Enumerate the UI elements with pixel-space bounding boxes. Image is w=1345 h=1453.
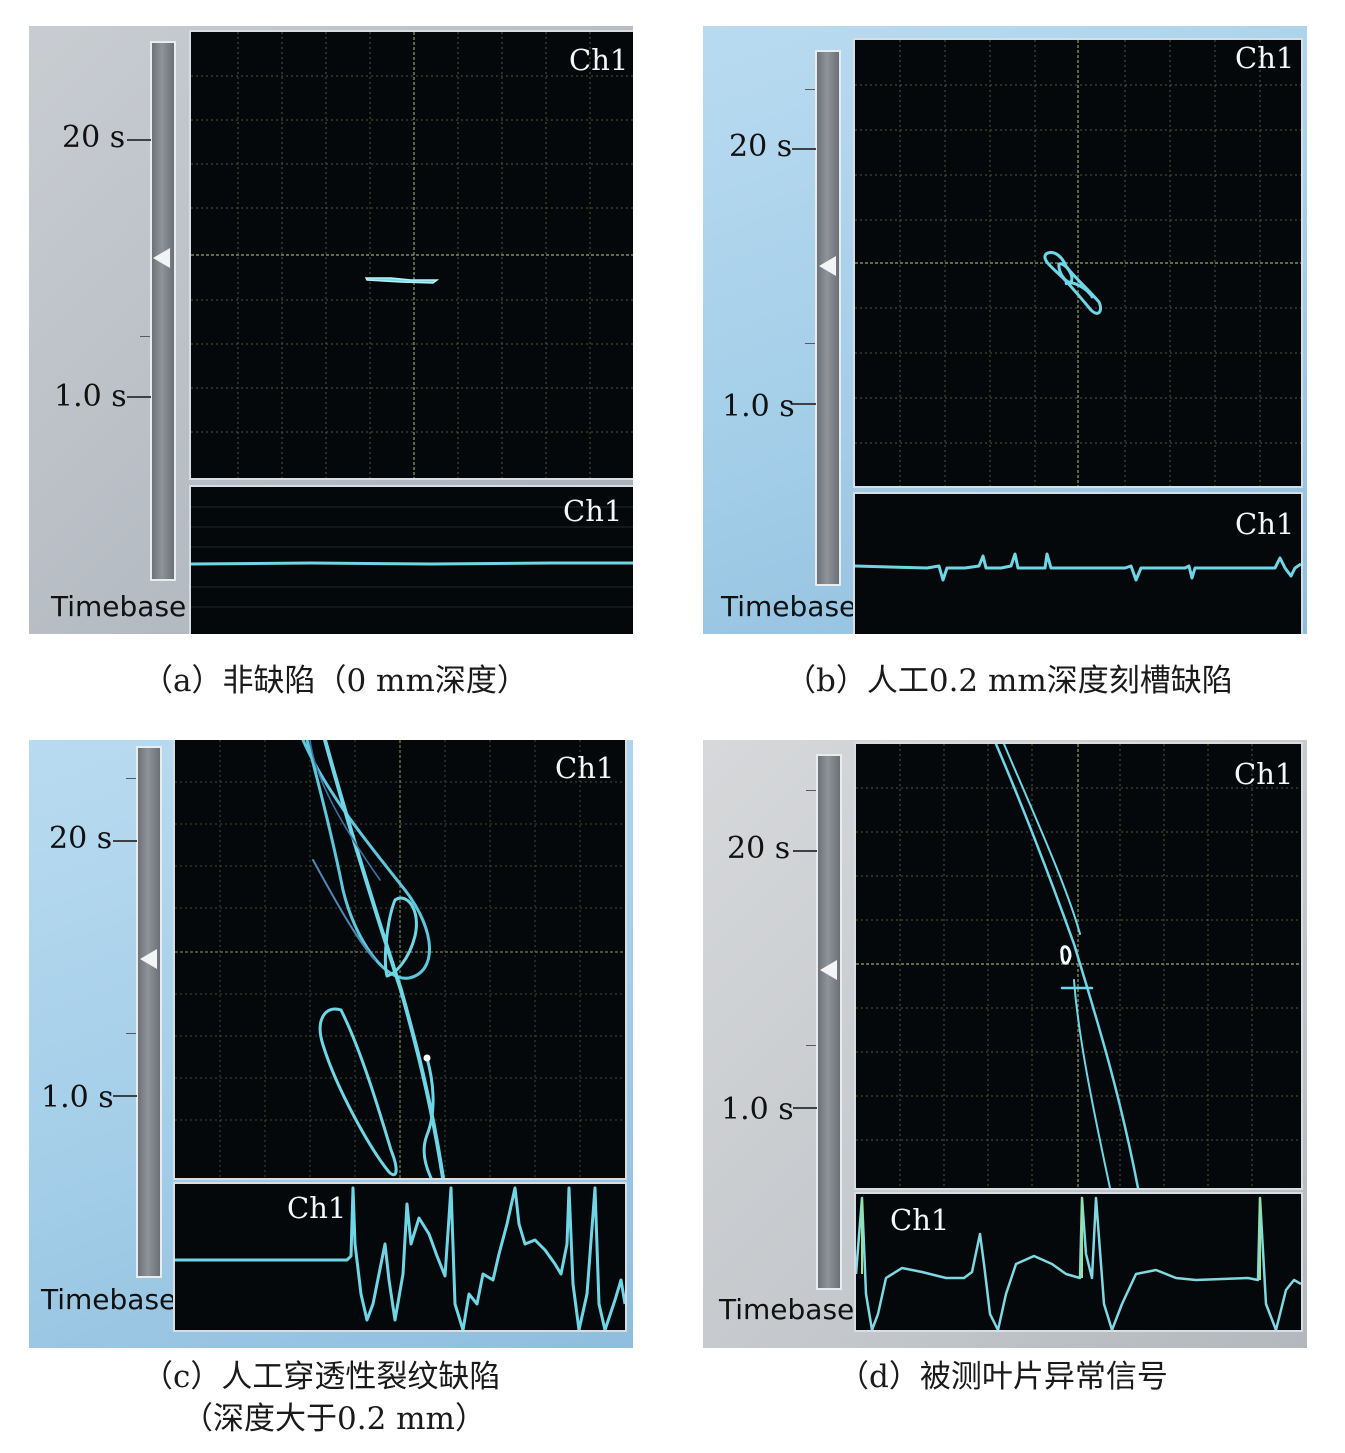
grid	[175, 740, 625, 1178]
timebase-slider[interactable]	[816, 754, 842, 1290]
grid-axes	[856, 744, 1301, 1188]
signal-trace	[301, 740, 445, 1178]
scale-tick	[793, 850, 817, 852]
caption-c-line2: （深度大于0.2 mm）	[182, 1401, 486, 1437]
caption-c-line1: （c）人工穿透性裂纹缺陷	[142, 1359, 501, 1395]
strip-chart-svg	[855, 552, 1301, 582]
timebase-label: Timebase	[721, 590, 857, 623]
signal-trace	[855, 552, 1301, 582]
scale-tick-minor	[140, 336, 150, 337]
scale-tick-minor	[805, 89, 815, 90]
grid-axes	[191, 32, 633, 478]
timebase-label: Timebase	[51, 590, 187, 623]
impedance-plane-svg	[191, 32, 633, 478]
scale-label-20s: 20 s	[727, 831, 791, 866]
scale-tick	[113, 1095, 137, 1097]
strip-chart-display: Ch1	[855, 494, 1301, 634]
scale-label-1s: 1.0 s	[722, 389, 795, 424]
grid	[191, 506, 633, 608]
caption-a: （a）非缺陷（0 mm深度）	[142, 663, 528, 699]
scale-tick-minor	[806, 790, 816, 791]
scale-label-20s: 20 s	[729, 129, 793, 164]
signal-trace	[191, 561, 633, 566]
impedance-plane-display: Ch1	[856, 744, 1301, 1188]
scale-label-1s: 1.0 s	[41, 1080, 114, 1115]
scale-tick-minor	[805, 343, 815, 344]
impedance-plane-svg	[175, 740, 625, 1178]
panel-c: 20 s 1.0 s Timebase	[29, 740, 633, 1348]
scale-label-20s: 20 s	[49, 821, 113, 856]
channel-label: Ch1	[563, 494, 623, 528]
scale-tick	[127, 139, 151, 141]
impedance-plane-svg	[856, 744, 1301, 1188]
channel-label: Ch1	[1235, 507, 1295, 541]
grid	[856, 744, 1301, 1188]
scale-tick-minor	[126, 778, 136, 779]
impedance-plane-display: Ch1	[191, 32, 633, 478]
caption-d: （d）被测叶片异常信号	[838, 1359, 1168, 1395]
grid-axes	[175, 740, 625, 1178]
timebase-label: Timebase	[41, 1283, 177, 1316]
strip-chart-display: Ch1	[175, 1184, 625, 1330]
panel-a: 20 s 1.0 s Timebase Ch1	[29, 26, 633, 634]
strip-chart-svg	[175, 1186, 625, 1330]
signal-trace	[856, 1196, 1301, 1330]
scale-label-1s: 1.0 s	[721, 1092, 794, 1127]
channel-label: Ch1	[1235, 41, 1295, 75]
caption-b: （b）人工0.2 mm深度刻槽缺陷	[785, 663, 1233, 699]
timebase-slider-handle[interactable]	[819, 256, 836, 276]
timebase-slider[interactable]	[150, 41, 176, 581]
signal-trace	[994, 744, 1140, 1188]
signal-trace	[175, 1186, 625, 1330]
signal-trace	[1043, 251, 1103, 315]
scale-tick	[793, 1107, 817, 1109]
timebase-slider[interactable]	[815, 50, 841, 586]
impedance-plane-display: Ch1	[855, 40, 1301, 486]
scale-tick	[792, 148, 816, 150]
grid-axes	[855, 40, 1301, 486]
scale-tick	[127, 396, 151, 398]
channel-label: Ch1	[569, 43, 629, 77]
signal-trace	[364, 277, 440, 284]
timebase-slider-handle[interactable]	[153, 248, 170, 268]
channel-label: Ch1	[555, 751, 615, 785]
timebase-slider-handle[interactable]	[820, 960, 837, 980]
impedance-plane-display: Ch1	[175, 740, 625, 1178]
scale-tick-minor	[126, 1033, 136, 1034]
scale-tick-minor	[806, 1045, 816, 1046]
channel-label: Ch1	[890, 1203, 950, 1237]
panel-b: 20 s 1.0 s Timebase Ch1 C	[703, 26, 1307, 634]
grid	[855, 40, 1301, 486]
scale-label-20s: 20 s	[62, 120, 126, 155]
channel-label: Ch1	[1234, 757, 1294, 791]
strip-chart-display: Ch1	[856, 1194, 1301, 1330]
scale-label-1s: 1.0 s	[54, 379, 127, 414]
strip-chart-svg	[856, 1196, 1301, 1330]
scale-tick	[792, 403, 816, 405]
impedance-plane-svg	[855, 40, 1301, 486]
strip-chart-svg	[191, 506, 633, 608]
signal-trace-secondary	[861, 1198, 1261, 1280]
strip-chart-display: Ch1	[191, 487, 633, 634]
channel-label: Ch1	[287, 1191, 347, 1225]
grid	[191, 32, 633, 478]
timebase-slider[interactable]	[136, 746, 162, 1278]
panel-d: 20 s 1.0 s Timebase	[703, 740, 1307, 1348]
timebase-slider-handle[interactable]	[140, 949, 157, 969]
scale-tick	[113, 840, 137, 842]
timebase-label: Timebase	[719, 1293, 855, 1326]
